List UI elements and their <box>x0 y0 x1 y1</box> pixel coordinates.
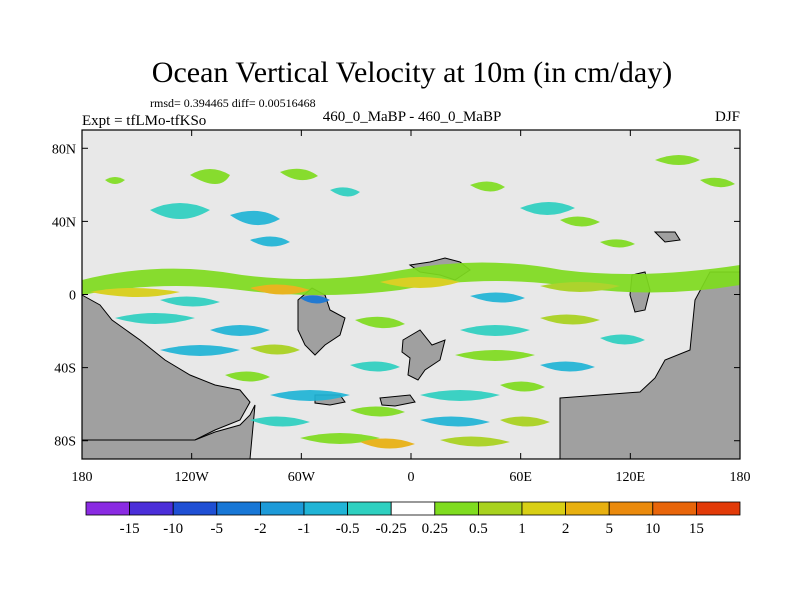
patch <box>330 187 360 197</box>
y-tick-label: 40S <box>54 362 76 377</box>
colorbar-swatch <box>347 501 392 516</box>
colorbar-label: -15 <box>120 521 140 537</box>
patch <box>540 314 600 325</box>
season-label: DJF <box>715 109 740 125</box>
colorbar-label: 0.25 <box>422 521 448 537</box>
patch <box>300 433 380 444</box>
x-tick-label: 180 <box>72 470 93 485</box>
x-tick-label: 60W <box>288 470 316 485</box>
x-tick-label: 60E <box>509 470 532 485</box>
colorbar-label: 0.5 <box>469 521 488 537</box>
patch <box>520 202 575 215</box>
patch <box>455 350 535 361</box>
land-island-5 <box>653 231 681 243</box>
patch <box>270 390 350 401</box>
patch <box>230 210 280 226</box>
patch <box>250 236 290 247</box>
colorbar-swatch <box>565 501 610 516</box>
colorbar-swatch <box>521 501 566 516</box>
colorbar-swatch <box>259 501 305 516</box>
map-panel: 180 120W 60W 0 60E 120E 180 80N 40N 0 40S 80S <box>52 129 751 485</box>
patch <box>470 181 505 192</box>
x-tick-label: 180 <box>730 470 751 485</box>
patch <box>250 344 300 355</box>
colorbar-swatch <box>216 501 261 516</box>
patch <box>560 216 600 227</box>
colorbar-label: -1 <box>298 521 311 537</box>
colorbar-swatch <box>696 501 741 516</box>
y-tick-label: 80N <box>52 142 76 157</box>
colorbar-label: -0.5 <box>336 521 360 537</box>
colorbar-swatch <box>85 501 130 516</box>
patch <box>115 313 195 324</box>
experiment-label: Expt = tfLMo-tfKSo <box>82 113 206 129</box>
y-tick-label: 0 <box>69 289 76 304</box>
patch <box>540 361 595 372</box>
x-tick-label: 120E <box>616 470 646 485</box>
patch <box>700 177 735 188</box>
land-central-block <box>401 329 446 381</box>
colorbar-swatch <box>129 501 174 516</box>
y-tick-label: 80S <box>54 435 76 450</box>
colorbar-label: 1 <box>518 521 526 537</box>
patch <box>160 345 240 356</box>
x-tick-label: 120W <box>175 470 210 485</box>
patch <box>655 155 700 165</box>
colorbar-swatch <box>390 501 436 516</box>
patch <box>355 316 405 329</box>
colorbar-label: -10 <box>163 521 183 537</box>
x-tick-label: 0 <box>408 470 415 485</box>
colorbar-label: -0.25 <box>376 521 407 537</box>
colorbar-label: 5 <box>605 521 613 537</box>
colorbar-swatch <box>652 501 697 516</box>
period-label: 460_0_MaBP - 460_0_MaBP <box>323 109 502 125</box>
patch <box>420 416 490 427</box>
patch <box>190 169 230 184</box>
stats-label: rmsd= 0.394465 diff= 0.00516468 <box>150 96 316 110</box>
patch <box>470 292 525 303</box>
patch <box>250 284 310 295</box>
patch <box>350 361 400 372</box>
colorbar-swatch <box>434 501 479 516</box>
patch <box>500 416 550 427</box>
patch <box>225 371 270 382</box>
patch <box>540 282 620 292</box>
patch <box>460 325 530 336</box>
colorbar-label: -5 <box>211 521 224 537</box>
land-island-2 <box>379 394 416 407</box>
patch <box>160 296 220 307</box>
patch <box>250 416 310 427</box>
patch <box>500 381 545 392</box>
patch <box>300 295 330 304</box>
colorbar-label: -2 <box>254 521 267 537</box>
colorbar-swatch <box>172 501 218 516</box>
patch <box>105 177 125 184</box>
colorbar-swatch <box>608 501 654 516</box>
axis-ticks <box>81 130 741 459</box>
chart-title: Ocean Vertical Velocity at 10m (in cm/da… <box>152 56 672 89</box>
colorbar-label: 15 <box>689 521 704 537</box>
colorbar-label: 10 <box>645 521 660 537</box>
patch <box>380 277 460 288</box>
patch <box>600 239 635 248</box>
velocity-patches <box>82 155 740 449</box>
patch <box>600 334 645 345</box>
colorbar-swatch <box>303 501 348 516</box>
patch <box>440 436 510 447</box>
patch <box>420 390 500 401</box>
land-masses <box>81 231 741 460</box>
colorbar: -15 -10 -5 -2 -1 -0.5 -0.25 0.25 0.5 1 2 5 10 15 <box>85 501 741 537</box>
patch <box>150 203 210 219</box>
patch <box>90 288 180 297</box>
colorbar-swatch <box>477 501 523 516</box>
patch <box>210 325 270 336</box>
patch <box>350 406 405 417</box>
colorbar-label: 2 <box>562 521 570 537</box>
patch <box>360 438 415 449</box>
y-tick-label: 40N <box>52 215 76 230</box>
patch <box>280 168 318 181</box>
